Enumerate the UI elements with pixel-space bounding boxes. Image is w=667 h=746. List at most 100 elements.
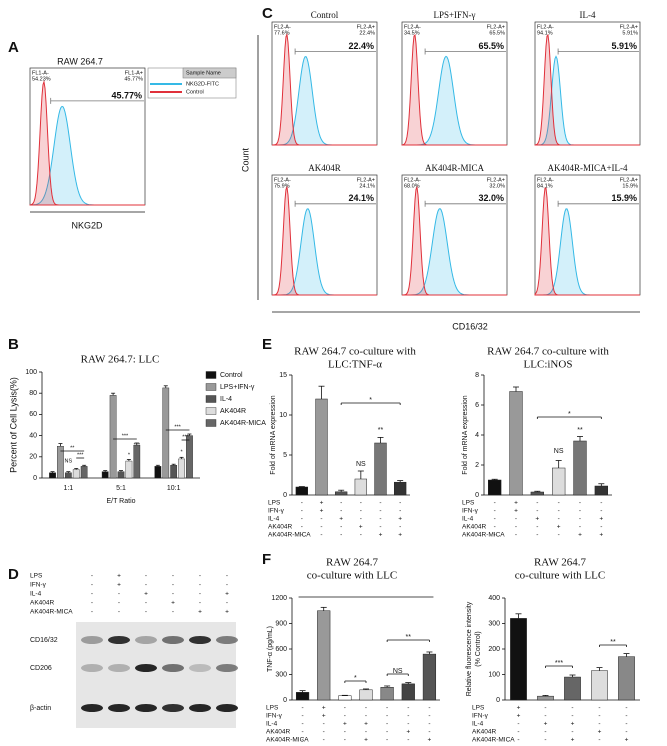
- significance-label: ***: [555, 660, 563, 667]
- treatment-sign: -: [598, 705, 600, 712]
- histogram-curve: [534, 187, 640, 296]
- treatment-sign: -: [494, 524, 496, 531]
- treatment-label: LPS: [472, 705, 485, 712]
- panel-letter: A: [8, 39, 19, 56]
- y-tick-label: 6: [475, 402, 479, 409]
- blot-band: [81, 704, 103, 712]
- y-tick-label: 8: [475, 372, 479, 379]
- gate-name: FL2-A-: [404, 24, 421, 30]
- bar: [109, 395, 117, 479]
- treatment-sign: -: [579, 516, 581, 523]
- treatment-sign: +: [517, 713, 521, 720]
- treatment-sign: +: [578, 532, 582, 539]
- gate-value: 45.77%: [124, 76, 143, 82]
- blot-band: [189, 664, 211, 672]
- treatment-sign: -: [172, 573, 174, 580]
- treatment-sign: +: [599, 516, 603, 523]
- treatment-sign: -: [386, 729, 388, 736]
- treatment-sign: +: [398, 516, 402, 523]
- bar: [317, 610, 331, 701]
- bar: [295, 692, 310, 701]
- treatment-sign: -: [407, 737, 409, 744]
- bar: [335, 491, 348, 496]
- treatment-sign: -: [598, 721, 600, 728]
- treatment-sign: -: [301, 713, 303, 720]
- treatment-sign: -: [517, 737, 519, 744]
- bar: [510, 618, 527, 701]
- y-axis-label: Percent of Cell Lysis(%): [8, 377, 18, 473]
- y-tick-label: 2: [475, 462, 479, 469]
- bar: [594, 485, 608, 496]
- treatment-sign: -: [515, 524, 517, 531]
- gate-name: FL2-A-: [404, 177, 421, 183]
- chart-title: LLC:iNOS: [524, 359, 573, 371]
- bar: [338, 695, 352, 701]
- bar: [591, 670, 608, 701]
- y-tick-label: 900: [275, 620, 287, 627]
- treatment-sign: -: [558, 516, 560, 523]
- treatment-sign: -: [544, 737, 546, 744]
- treatment-sign: -: [544, 705, 546, 712]
- gate-name: FL2-A+: [620, 177, 638, 183]
- y-tick-label: 0: [283, 697, 287, 704]
- treatment-sign: -: [91, 600, 93, 607]
- chart-title: RAW 264.7: LLC: [81, 354, 160, 366]
- bar: [49, 472, 56, 479]
- y-tick-label: 400: [488, 595, 500, 602]
- treatment-sign: -: [301, 705, 303, 712]
- treatment-sign: -: [386, 737, 388, 744]
- treatment-label: AK404R-MICA: [268, 532, 311, 539]
- significance-label: ***: [122, 433, 129, 439]
- treatment-label: IFN-γ: [30, 582, 47, 589]
- chart-title: co-culture with LLC: [515, 570, 605, 582]
- treatment-sign: -: [494, 516, 496, 523]
- significance-label: **: [406, 634, 412, 641]
- treatment-sign: -: [340, 524, 342, 531]
- chart-title: LLC:TNF-α: [328, 359, 382, 371]
- gate-name: FL2-A-: [537, 24, 554, 30]
- panel-letter: F: [262, 551, 271, 568]
- treatment-sign: -: [558, 532, 560, 539]
- treatment-sign: -: [340, 508, 342, 515]
- treatment-sign: -: [301, 532, 303, 539]
- legend-swatch: [205, 395, 217, 403]
- treatment-sign: +: [322, 713, 326, 720]
- gate-value: 84.1%: [537, 183, 553, 189]
- legend-swatch: [205, 371, 217, 379]
- treatment-sign: -: [323, 721, 325, 728]
- histogram-curve: [272, 33, 377, 146]
- significance-label: NS: [393, 668, 403, 675]
- treatment-sign: -: [301, 524, 303, 531]
- treatment-sign: -: [428, 705, 430, 712]
- treatment-sign: -: [428, 721, 430, 728]
- treatment-label: IL-4: [266, 721, 278, 728]
- panel-title: IL-4: [580, 10, 596, 20]
- treatment-sign: -: [199, 582, 201, 589]
- bar: [170, 465, 178, 479]
- treatment-sign: -: [600, 508, 602, 515]
- bar: [394, 481, 407, 496]
- gate-name: FL2-A+: [357, 24, 375, 30]
- treatment-sign: -: [226, 600, 228, 607]
- treatment-sign: -: [320, 532, 322, 539]
- treatment-label: AK404R: [472, 729, 497, 736]
- blot-band: [216, 704, 238, 712]
- treatment-sign: -: [118, 609, 120, 616]
- significance-label: NS: [356, 461, 366, 468]
- treatment-sign: +: [571, 737, 575, 744]
- y-tick-label: 0: [33, 475, 37, 482]
- y-tick-label: 60: [29, 411, 37, 418]
- y-tick-label: 300: [488, 620, 500, 627]
- y-tick-label: 10: [279, 412, 287, 419]
- y-tick-label: 100: [488, 671, 500, 678]
- treatment-sign: +: [571, 721, 575, 728]
- treatment-sign: -: [379, 524, 381, 531]
- blot-band: [135, 704, 157, 712]
- bar: [186, 435, 193, 479]
- treatment-sign: +: [359, 524, 363, 531]
- bar: [295, 486, 308, 496]
- gate-value-large: 22.4%: [348, 41, 374, 51]
- chart-title: RAW 264.7 co-culture with: [294, 346, 416, 358]
- significance-label: ***: [77, 452, 84, 458]
- gate-name: FL2-A+: [487, 24, 505, 30]
